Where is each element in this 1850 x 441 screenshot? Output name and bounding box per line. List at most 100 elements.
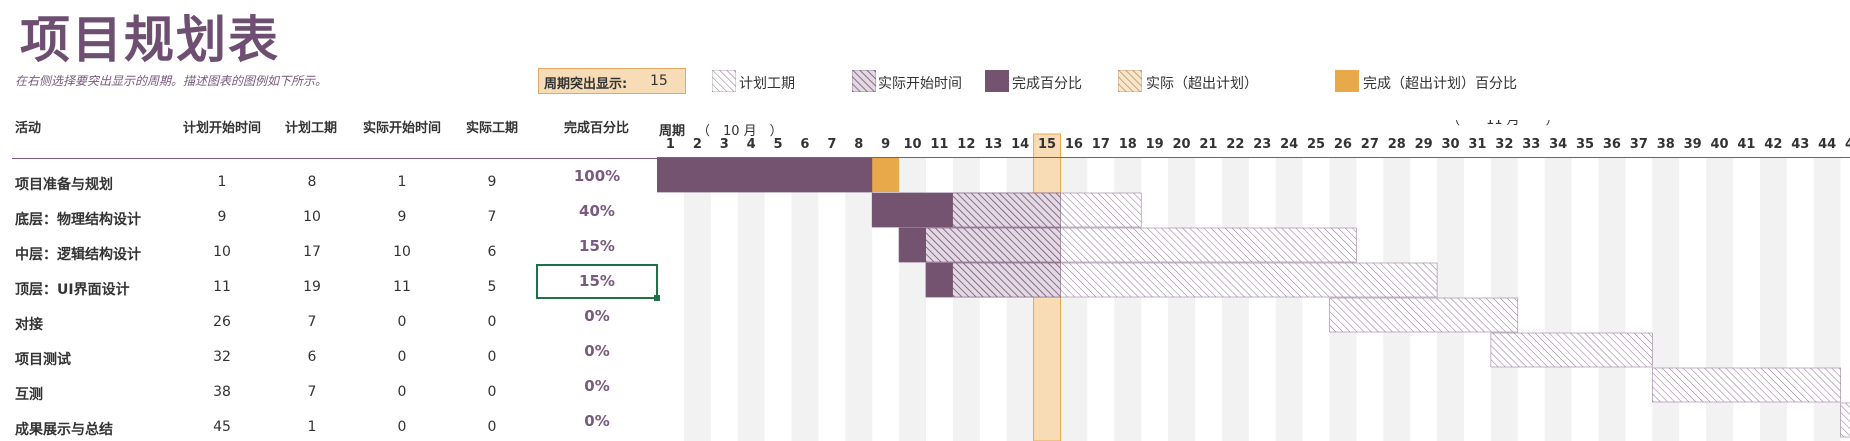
percent-cell[interactable]: 15% bbox=[579, 237, 615, 255]
plan-start-cell[interactable]: 10 bbox=[213, 244, 231, 260]
percent-cell[interactable]: 40% bbox=[579, 202, 615, 220]
actual-start-cell[interactable]: 0 bbox=[397, 384, 407, 400]
percent-complete-bar bbox=[657, 158, 873, 192]
gantt-column-shade bbox=[845, 158, 873, 441]
plan-start-cell[interactable]: 26 bbox=[213, 314, 231, 330]
period-number: 27 bbox=[1361, 137, 1379, 152]
activity-cell[interactable]: 成果展示与总结 bbox=[15, 422, 113, 438]
percent-complete-bar bbox=[926, 263, 953, 297]
period-number: 45 bbox=[1845, 137, 1850, 152]
period-number: 22 bbox=[1226, 137, 1244, 152]
period-number: 44 bbox=[1818, 137, 1836, 152]
plan-start-cell[interactable]: 11 bbox=[213, 279, 231, 295]
activity-cell[interactable]: 对接 bbox=[15, 317, 43, 333]
period-number: 4 bbox=[747, 137, 756, 152]
actual-duration-cell[interactable]: 0 bbox=[487, 349, 497, 365]
period-number: 42 bbox=[1764, 137, 1782, 152]
percent-complete-bar bbox=[872, 193, 953, 227]
period-number: 34 bbox=[1549, 137, 1567, 152]
percent-complete-bar bbox=[899, 228, 926, 262]
percent-cell[interactable]: 0% bbox=[584, 412, 610, 430]
plan-duration-bar bbox=[1840, 402, 1850, 438]
period-number: 16 bbox=[1065, 137, 1083, 152]
legend-percent-over-plan: 完成（超出计划）百分比 bbox=[1363, 76, 1517, 92]
plan-duration-cell[interactable]: 19 bbox=[303, 279, 321, 295]
plan-duration-cell[interactable]: 7 bbox=[307, 314, 317, 330]
gantt-column-shade bbox=[1168, 158, 1195, 441]
fill-handle[interactable] bbox=[654, 295, 660, 301]
plan-duration-cell[interactable]: 1 bbox=[307, 419, 317, 435]
period-label: 周期 bbox=[659, 124, 685, 139]
hatch-purple-icon bbox=[851, 69, 877, 93]
gantt-column-shade bbox=[1221, 158, 1249, 441]
percent-cell[interactable]: 100% bbox=[573, 167, 621, 185]
actual-duration-cell[interactable]: 0 bbox=[487, 419, 497, 435]
actual-duration-cell[interactable]: 6 bbox=[487, 244, 497, 260]
actual-duration-cell[interactable]: 0 bbox=[487, 314, 497, 330]
period-number: 43 bbox=[1791, 137, 1809, 152]
period-number: 23 bbox=[1253, 137, 1271, 152]
period-number: 9 bbox=[881, 137, 890, 152]
gantt-column-shade bbox=[1598, 158, 1626, 441]
actual-duration-cell[interactable]: 9 bbox=[487, 174, 497, 190]
highlight-period-cell[interactable] bbox=[538, 68, 686, 94]
period-number: 28 bbox=[1388, 137, 1406, 152]
plan-duration-cell[interactable]: 17 bbox=[303, 244, 321, 260]
legend-percent-complete: 完成百分比 bbox=[1012, 76, 1082, 92]
activity-cell[interactable]: 底层：物理结构设计 bbox=[15, 212, 141, 228]
column-header-activity: 活动 bbox=[15, 121, 42, 136]
percent-cell[interactable]: 0% bbox=[584, 342, 610, 360]
activity-cell[interactable]: 项目测试 bbox=[15, 352, 71, 368]
plan-duration-bar bbox=[1490, 332, 1653, 368]
period-number: 38 bbox=[1657, 137, 1675, 152]
percent-cell[interactable]: 0% bbox=[584, 307, 610, 325]
actual-start-cell[interactable]: 0 bbox=[397, 349, 407, 365]
actual-start-cell[interactable]: 0 bbox=[397, 419, 407, 435]
percent-cell[interactable]: 15% bbox=[579, 272, 615, 290]
plan-duration-cell[interactable]: 6 bbox=[307, 349, 317, 365]
plan-duration-cell[interactable]: 8 bbox=[307, 174, 317, 190]
plan-start-cell[interactable]: 1 bbox=[217, 174, 227, 190]
plan-start-cell[interactable]: 38 bbox=[213, 384, 231, 400]
plan-start-cell[interactable]: 32 bbox=[213, 349, 231, 365]
period-number: 30 bbox=[1442, 137, 1460, 152]
period-number: 5 bbox=[774, 137, 783, 152]
period-number: 26 bbox=[1334, 137, 1352, 152]
period-number: 35 bbox=[1576, 137, 1594, 152]
plan-duration-cell[interactable]: 10 bbox=[303, 209, 321, 225]
actual-start-cell[interactable]: 0 bbox=[397, 314, 407, 330]
gantt-column-shade bbox=[683, 158, 711, 441]
actual-start-cell[interactable]: 11 bbox=[393, 279, 411, 295]
period-number: 36 bbox=[1603, 137, 1621, 152]
selected-cell-border bbox=[536, 264, 658, 299]
actual-duration-cell[interactable]: 5 bbox=[487, 279, 497, 295]
gantt-chart: 周期（ 10 月 ）（ 11 月 ）1 2 3 4 5 6 7 8 9 10 11 12 13 14 15 1… bbox=[657, 120, 1850, 441]
column-header-plan-duration: 计划工期 bbox=[285, 121, 338, 136]
activity-cell[interactable]: 项目准备与规划 bbox=[15, 177, 113, 193]
period-number: 3 bbox=[720, 137, 729, 152]
actual-start-cell[interactable]: 9 bbox=[397, 209, 407, 225]
actual-duration-cell[interactable]: 0 bbox=[487, 384, 497, 400]
plan-duration-cell[interactable]: 7 bbox=[307, 384, 317, 400]
period-number: 41 bbox=[1737, 137, 1755, 152]
period-number: 6 bbox=[800, 137, 809, 152]
activity-cell[interactable]: 中层：逻辑结构设计 bbox=[15, 247, 141, 263]
hatch-orange-icon bbox=[1117, 69, 1143, 93]
actual-start-cell[interactable]: 1 bbox=[397, 174, 407, 190]
period-number: 7 bbox=[827, 137, 836, 152]
period-number: 10 bbox=[904, 137, 922, 152]
actual-duration-cell[interactable]: 7 bbox=[487, 209, 497, 225]
actual-start-cell[interactable]: 10 bbox=[393, 244, 411, 260]
percent-cell[interactable]: 0% bbox=[584, 377, 610, 395]
plan-start-cell[interactable]: 45 bbox=[213, 419, 231, 435]
month-label-october: （ 10 月 ） bbox=[697, 124, 783, 139]
period-number: 29 bbox=[1415, 137, 1433, 152]
highlight-period-input[interactable]: 15 bbox=[650, 73, 668, 89]
activity-cell[interactable]: 互测 bbox=[15, 387, 43, 403]
column-header-plan-start: 计划开始时间 bbox=[183, 121, 262, 136]
plan-duration-bar bbox=[1329, 297, 1519, 333]
period-number: 18 bbox=[1119, 137, 1137, 152]
activity-cell[interactable]: 顶层：UI界面设计 bbox=[15, 282, 130, 298]
header-divider bbox=[12, 158, 657, 159]
plan-start-cell[interactable]: 9 bbox=[217, 209, 227, 225]
